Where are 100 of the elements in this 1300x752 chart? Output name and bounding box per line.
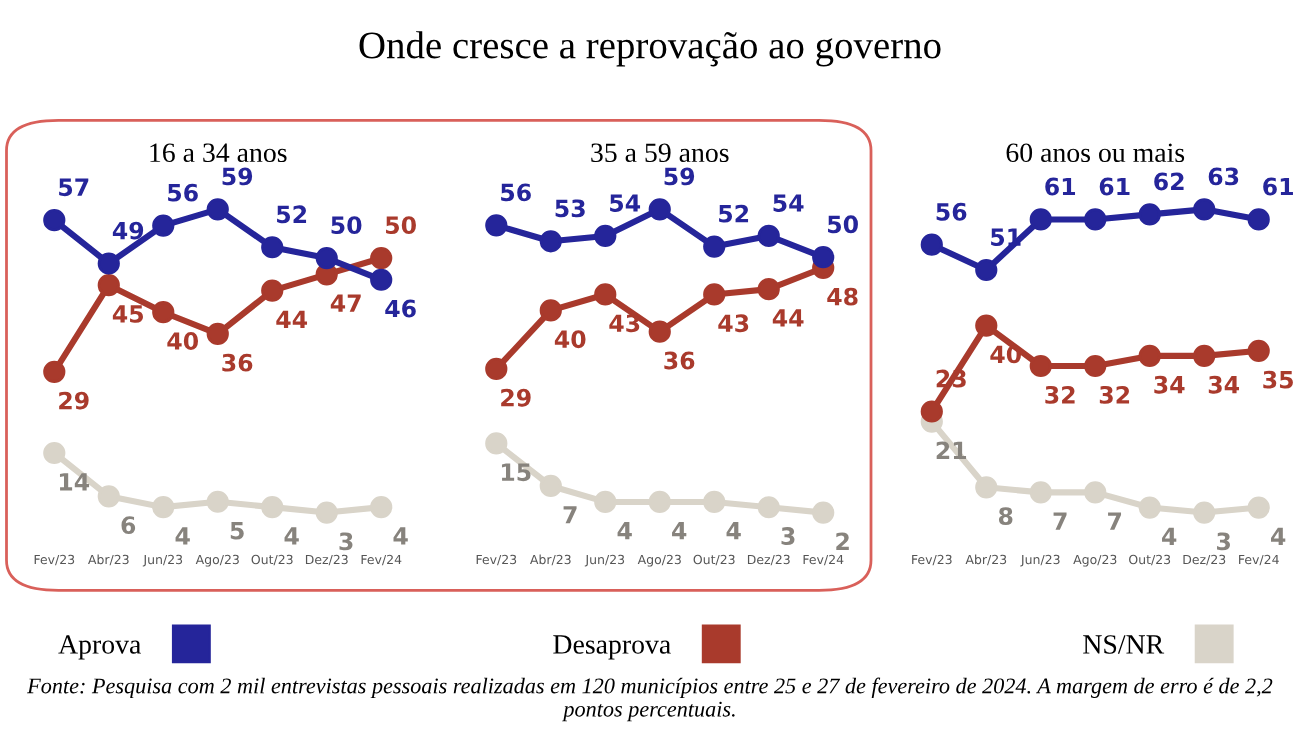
point (757, 278, 780, 301)
point (1138, 496, 1161, 519)
point (206, 490, 229, 513)
point (370, 268, 393, 291)
data-label: 29 (501, 388, 531, 407)
point (594, 283, 617, 306)
data-label: 5 (230, 521, 244, 540)
data-label: 47 (330, 294, 361, 312)
data-label: 52 (719, 204, 749, 223)
point (485, 214, 508, 237)
data-label: 4 (726, 522, 741, 540)
data-label: 48 (827, 287, 858, 306)
point (485, 432, 508, 455)
point (97, 252, 120, 275)
point (539, 230, 562, 253)
chart-title: 60 anos ou mais (1006, 143, 1185, 163)
point (1029, 354, 1052, 378)
point (757, 224, 780, 248)
data-label: 6 (121, 516, 136, 535)
data-label: 53 (555, 199, 585, 218)
data-label: 56 (501, 183, 531, 202)
data-label: 63 (1208, 167, 1239, 186)
legend-label: NS/NR (1083, 635, 1165, 654)
data-label: 56 (168, 183, 198, 202)
point (152, 301, 175, 324)
data-label: 34 (1154, 375, 1185, 394)
source-note: Fonte: Pesquisa com 2 mil entrevistas pessoais realizadas em 120 municípios entre 25 e 27 de fevereiro de 2024. A margem de erro é de 2,2 pontos percentuais. (27, 677, 1273, 722)
point (539, 474, 562, 498)
data-label: 61 (1099, 177, 1130, 196)
point (370, 496, 393, 519)
data-label: 32 (1099, 385, 1130, 404)
data-label: 4 (1271, 527, 1286, 545)
point (1247, 339, 1270, 362)
data-label: 14 (59, 473, 90, 491)
point (1138, 203, 1161, 226)
point (1084, 354, 1107, 378)
point (97, 274, 120, 297)
data-label: 61 (1045, 177, 1076, 196)
data-label: 21 (936, 441, 967, 459)
point (1193, 344, 1216, 368)
chart-title: 16 a 34 anos (150, 143, 287, 163)
point (975, 314, 998, 337)
point (1193, 198, 1216, 221)
data-label: 54 (610, 194, 641, 212)
legend-label: Aprova (58, 635, 141, 660)
data-label: 4 (672, 522, 687, 540)
point (370, 246, 393, 270)
data-label: 59 (222, 167, 253, 186)
point (703, 235, 726, 258)
legend-label: Desaprova (553, 635, 671, 660)
point (261, 236, 284, 259)
data-label: 46 (385, 299, 416, 318)
point (975, 476, 998, 499)
data-label: 52 (277, 205, 307, 224)
point (1029, 481, 1052, 504)
point (315, 246, 338, 270)
data-label: 62 (1154, 172, 1184, 191)
text: Onde cresce a reprovação ao governo (359, 31, 941, 67)
data-label: 3 (339, 532, 353, 551)
point (261, 279, 284, 302)
point (1029, 208, 1052, 231)
point (703, 490, 726, 514)
point (648, 198, 671, 221)
point (206, 322, 229, 345)
data-label: 8 (998, 507, 1013, 526)
data-label: 59 (664, 167, 695, 186)
point (43, 441, 66, 465)
data-label: 44 (276, 310, 308, 328)
point (43, 209, 66, 232)
data-label: 40 (554, 330, 586, 349)
data-label: 7 (1053, 512, 1067, 530)
data-label: 49 (112, 221, 144, 240)
data-label: 50 (386, 216, 416, 235)
point (152, 214, 175, 237)
point (920, 233, 943, 256)
point (920, 400, 943, 423)
chart-title: 35 a 59 anos (591, 143, 729, 163)
point (648, 320, 671, 343)
point (1138, 344, 1161, 368)
data-label: 54 (773, 194, 804, 212)
data-label: 56 (936, 202, 967, 221)
point (703, 283, 726, 306)
data-label: 4 (617, 522, 632, 540)
data-label: 50 (331, 216, 362, 235)
point (1247, 208, 1270, 231)
data-label: 2 (836, 532, 849, 550)
data-label: 3 (781, 527, 795, 545)
data-label: 57 (59, 178, 89, 197)
data-label: 45 (112, 305, 143, 323)
point (261, 496, 284, 519)
data-label: 36 (664, 351, 695, 370)
point (594, 490, 617, 514)
data-label: 7 (563, 506, 577, 524)
point (975, 258, 998, 282)
point (648, 490, 671, 514)
point (1193, 501, 1216, 524)
point (43, 360, 66, 383)
point (539, 299, 562, 322)
point (97, 485, 120, 508)
data-label: 40 (167, 332, 199, 350)
